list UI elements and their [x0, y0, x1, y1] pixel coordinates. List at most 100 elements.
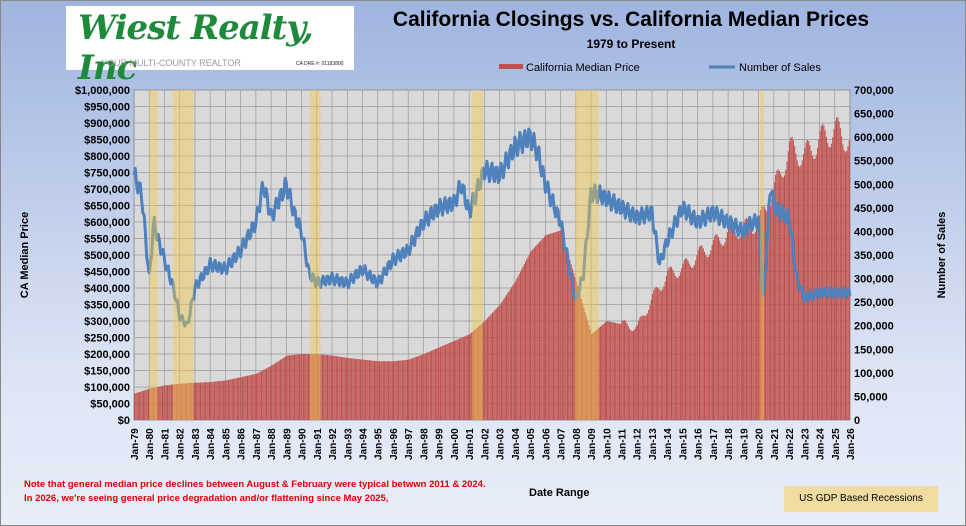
- price-bar: [658, 288, 660, 420]
- price-bar: [467, 334, 469, 420]
- price-bar: [540, 240, 542, 420]
- price-bar: [542, 237, 544, 420]
- price-bar: [479, 325, 481, 420]
- price-bar: [701, 245, 703, 420]
- price-bar: [662, 289, 664, 420]
- price-bar: [235, 378, 237, 420]
- logo-dre: CA DRE #: 01183800: [296, 61, 344, 67]
- price-bar: [589, 329, 591, 420]
- price-bar: [283, 357, 285, 420]
- y2-tick-label: 100,000: [854, 368, 894, 380]
- price-bar: [714, 235, 716, 420]
- price-bar: [422, 354, 424, 420]
- price-bar: [227, 379, 230, 420]
- price-bar: [202, 382, 204, 420]
- price-bar: [794, 146, 796, 420]
- price-bar: [748, 222, 750, 420]
- price-bar: [659, 290, 661, 420]
- price-bar: [354, 358, 356, 420]
- y2-tick-label: 400,000: [854, 226, 894, 238]
- price-bar: [516, 278, 518, 420]
- price-bar: [762, 205, 764, 420]
- price-bar: [297, 354, 299, 420]
- price-bar: [287, 355, 289, 420]
- price-bar: [627, 326, 629, 420]
- price-bar: [489, 315, 491, 420]
- price-bar: [230, 379, 232, 420]
- price-bar: [335, 356, 337, 420]
- price-bar: [229, 379, 231, 420]
- price-bar: [569, 260, 571, 420]
- price-bar: [564, 243, 566, 420]
- price-bar: [568, 255, 570, 420]
- price-bar: [615, 322, 617, 420]
- price-bar: [208, 382, 210, 420]
- price-bar: [154, 387, 156, 420]
- price-bar: [139, 391, 141, 420]
- y-tick-label: $600,000: [84, 217, 130, 229]
- price-bar: [785, 169, 787, 420]
- price-bar: [598, 327, 600, 420]
- price-bar: [281, 358, 283, 420]
- chart-subtitle: 1979 to Present: [586, 37, 676, 51]
- price-bar: [832, 137, 834, 420]
- x-tick-label: Jan-13: [648, 428, 659, 460]
- x-tick-label: Jan-96: [389, 428, 400, 460]
- price-bar: [536, 244, 538, 420]
- price-bar: [187, 383, 189, 420]
- price-bar: [300, 354, 302, 420]
- price-bar: [837, 117, 839, 421]
- x-tick-label: Jan-95: [374, 428, 385, 460]
- price-bar: [686, 258, 688, 420]
- y-tick-label: $1,000,000: [75, 85, 130, 97]
- y-tick-label: $350,000: [84, 300, 130, 312]
- price-bar: [601, 325, 603, 420]
- price-bar: [560, 230, 562, 420]
- y2-tick-label: 650,000: [854, 109, 894, 121]
- price-bar: [480, 324, 482, 420]
- price-bar: [492, 312, 494, 420]
- price-bar: [319, 354, 321, 420]
- y-tick-label: $0: [118, 415, 130, 427]
- price-bar: [343, 357, 345, 420]
- price-bar: [787, 151, 789, 420]
- price-bar: [757, 221, 759, 420]
- price-bar: [201, 382, 203, 420]
- x-tick-label: Jan-88: [267, 428, 278, 460]
- price-bar: [763, 206, 765, 420]
- price-bar: [819, 131, 821, 420]
- x-tick-label: Jan-00: [450, 428, 461, 460]
- price-bar: [637, 320, 640, 420]
- price-bar: [438, 347, 440, 420]
- price-bar: [353, 358, 355, 420]
- price-bar: [295, 354, 297, 420]
- price-bar: [654, 287, 656, 420]
- price-bar: [220, 380, 222, 420]
- price-bar: [239, 377, 241, 420]
- price-bar: [271, 365, 273, 420]
- price-bar: [749, 226, 751, 420]
- price-bar: [612, 322, 614, 420]
- price-bar: [602, 324, 604, 420]
- price-bar: [408, 359, 410, 420]
- footnote-line-1: Note that general median price declines …: [24, 479, 486, 490]
- price-bar: [456, 339, 458, 420]
- price-bar: [731, 223, 734, 420]
- price-bar: [594, 330, 596, 420]
- price-bar: [431, 350, 433, 420]
- price-bar: [481, 323, 483, 420]
- price-bar: [681, 267, 683, 420]
- price-bar: [484, 321, 486, 420]
- price-bar: [525, 261, 527, 420]
- price-bar: [200, 382, 202, 420]
- x-tick-label: Jan-81: [160, 428, 171, 460]
- price-bar: [316, 354, 318, 420]
- x-axis-label: Date Range: [529, 487, 590, 499]
- y2-tick-label: 200,000: [854, 321, 894, 333]
- x-tick-label: Jan-16: [694, 428, 705, 460]
- price-bar: [608, 321, 610, 420]
- price-bar: [210, 382, 212, 420]
- x-tick-label: Jan-04: [511, 428, 522, 460]
- price-bar: [418, 355, 420, 420]
- price-bar: [771, 199, 773, 420]
